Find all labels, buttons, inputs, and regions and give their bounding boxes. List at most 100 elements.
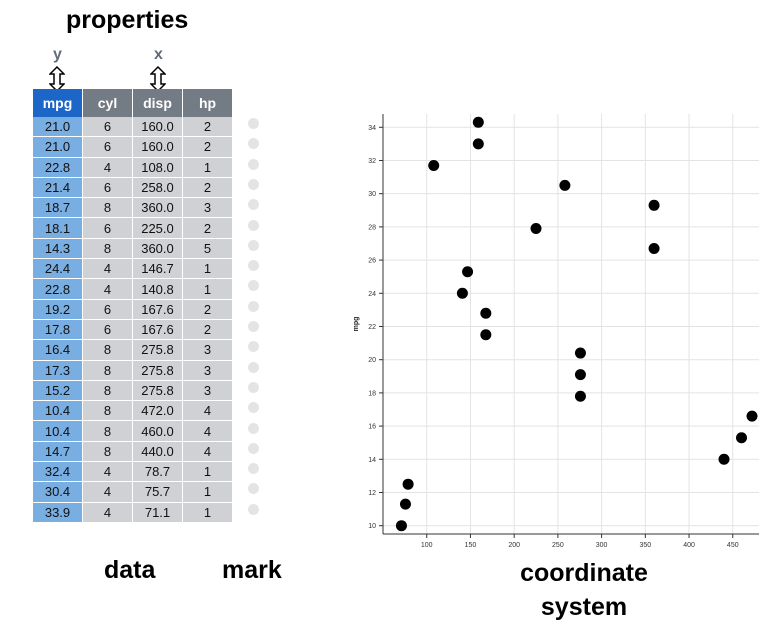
cell-cyl: 4	[82, 502, 133, 523]
cell-hp: 2	[182, 117, 233, 138]
header-cyl: cyl	[82, 89, 133, 117]
data-label: data	[104, 556, 156, 584]
cell-mpg: 22.8	[33, 278, 83, 300]
x-tick-label: 350	[639, 542, 651, 549]
x-tick-label: 100	[421, 542, 433, 549]
cell-cyl: 4	[82, 278, 133, 300]
cell-cyl: 8	[82, 360, 133, 381]
cell-mpg: 17.8	[33, 319, 83, 341]
cell-mpg: 24.4	[33, 258, 83, 280]
mark-dot	[248, 138, 259, 150]
coordinate-system-label: coordinate system	[514, 556, 654, 624]
cell-mpg: 22.8	[33, 157, 83, 178]
cell-disp: 75.7	[132, 481, 183, 503]
cell-disp: 146.7	[132, 258, 183, 280]
mark-dot	[248, 341, 259, 353]
x-tick-label: 200	[508, 542, 520, 549]
y-tick-label: 12	[368, 490, 376, 497]
table-row: 21.0 6 160.0 2	[33, 117, 233, 138]
cell-mpg: 15.2	[33, 380, 83, 402]
header-mpg: mpg	[33, 89, 83, 117]
table-row: 30.4 4 75.7 1	[33, 481, 233, 503]
cell-hp: 1	[182, 481, 233, 503]
table-row: 24.4 4 146.7 1	[33, 258, 233, 280]
cell-hp: 1	[182, 461, 233, 483]
cell-disp: 472.0	[132, 400, 183, 422]
cell-hp: 3	[182, 339, 233, 361]
x-tick-label: 250	[552, 542, 564, 549]
y-encoding-letter: y	[53, 46, 62, 63]
cell-disp: 360.0	[132, 197, 183, 219]
cell-mpg: 33.9	[33, 502, 83, 523]
scatter-point	[428, 159, 440, 171]
x-encoding-letter: x	[154, 46, 163, 63]
mark-dot	[248, 402, 259, 414]
scatter-point	[648, 199, 660, 211]
cell-hp: 5	[182, 238, 233, 260]
table-row: 21.4 6 258.0 2	[33, 177, 233, 199]
cell-disp: 78.7	[132, 461, 183, 483]
mark-dot	[248, 300, 259, 312]
scatter-point	[559, 179, 571, 191]
cell-mpg: 18.7	[33, 197, 83, 219]
cell-cyl: 6	[82, 177, 133, 199]
cell-cyl: 4	[82, 461, 133, 483]
cell-disp: 360.0	[132, 238, 183, 260]
cell-cyl: 8	[82, 441, 133, 463]
cell-cyl: 8	[82, 238, 133, 260]
y-tick-label: 26	[368, 258, 376, 265]
scatter-point	[462, 266, 474, 278]
table-row: 16.4 8 275.8 3	[33, 339, 233, 361]
cell-mpg: 18.1	[33, 217, 83, 239]
table-row: 14.7 8 440.0 4	[33, 441, 233, 463]
header-hp: hp	[182, 89, 233, 117]
cell-hp: 3	[182, 380, 233, 402]
scatter-point	[402, 478, 414, 490]
y-tick-label: 14	[368, 457, 376, 464]
cell-hp: 1	[182, 258, 233, 280]
table-row: 19.2 6 167.6 2	[33, 299, 233, 320]
cell-cyl: 8	[82, 400, 133, 422]
cell-disp: 108.0	[132, 157, 183, 178]
table-row: 17.3 8 275.8 3	[33, 360, 233, 381]
cell-cyl: 4	[82, 258, 133, 280]
y-tick-label: 18	[368, 390, 376, 397]
x-tick-label: 300	[596, 542, 608, 549]
scatter-point	[399, 498, 411, 510]
cell-cyl: 8	[82, 380, 133, 402]
scatter-point	[530, 223, 542, 235]
cell-mpg: 30.4	[33, 481, 83, 503]
cell-disp: 140.8	[132, 278, 183, 300]
cell-hp: 3	[182, 197, 233, 219]
table-row: 22.8 4 140.8 1	[33, 278, 233, 300]
x-tick-label: 150	[465, 542, 477, 549]
cell-mpg: 10.4	[33, 400, 83, 422]
y-tick-label: 24	[368, 291, 376, 298]
mark-dot	[248, 463, 259, 475]
cell-disp: 440.0	[132, 441, 183, 463]
mark-dot	[248, 199, 259, 211]
y-tick-label: 28	[368, 224, 376, 231]
cell-cyl: 6	[82, 117, 133, 138]
cell-disp: 167.6	[132, 319, 183, 341]
data-table: mpg cyl disp hp 21.0 6 160.0 2 21.0 6 160.0 2 22…	[33, 89, 233, 523]
cell-mpg: 21.0	[33, 117, 83, 138]
cell-disp: 275.8	[132, 380, 183, 402]
y-tick-label: 34	[368, 125, 376, 132]
scatter-point	[574, 369, 586, 381]
cell-hp: 4	[182, 420, 233, 442]
cell-disp: 160.0	[132, 117, 183, 138]
cell-disp: 258.0	[132, 177, 183, 199]
mark-label: mark	[222, 556, 282, 584]
coordinate-label-line2: system	[540, 593, 628, 621]
table-row: 10.4 8 460.0 4	[33, 420, 233, 442]
mark-dot	[248, 260, 259, 272]
cell-mpg: 16.4	[33, 339, 83, 361]
scatter-point	[395, 520, 407, 532]
cell-hp: 1	[182, 502, 233, 523]
mark-dot	[248, 158, 259, 170]
cell-hp: 4	[182, 400, 233, 422]
mark-dot	[248, 422, 259, 434]
cell-cyl: 8	[82, 420, 133, 442]
cell-hp: 2	[182, 177, 233, 199]
